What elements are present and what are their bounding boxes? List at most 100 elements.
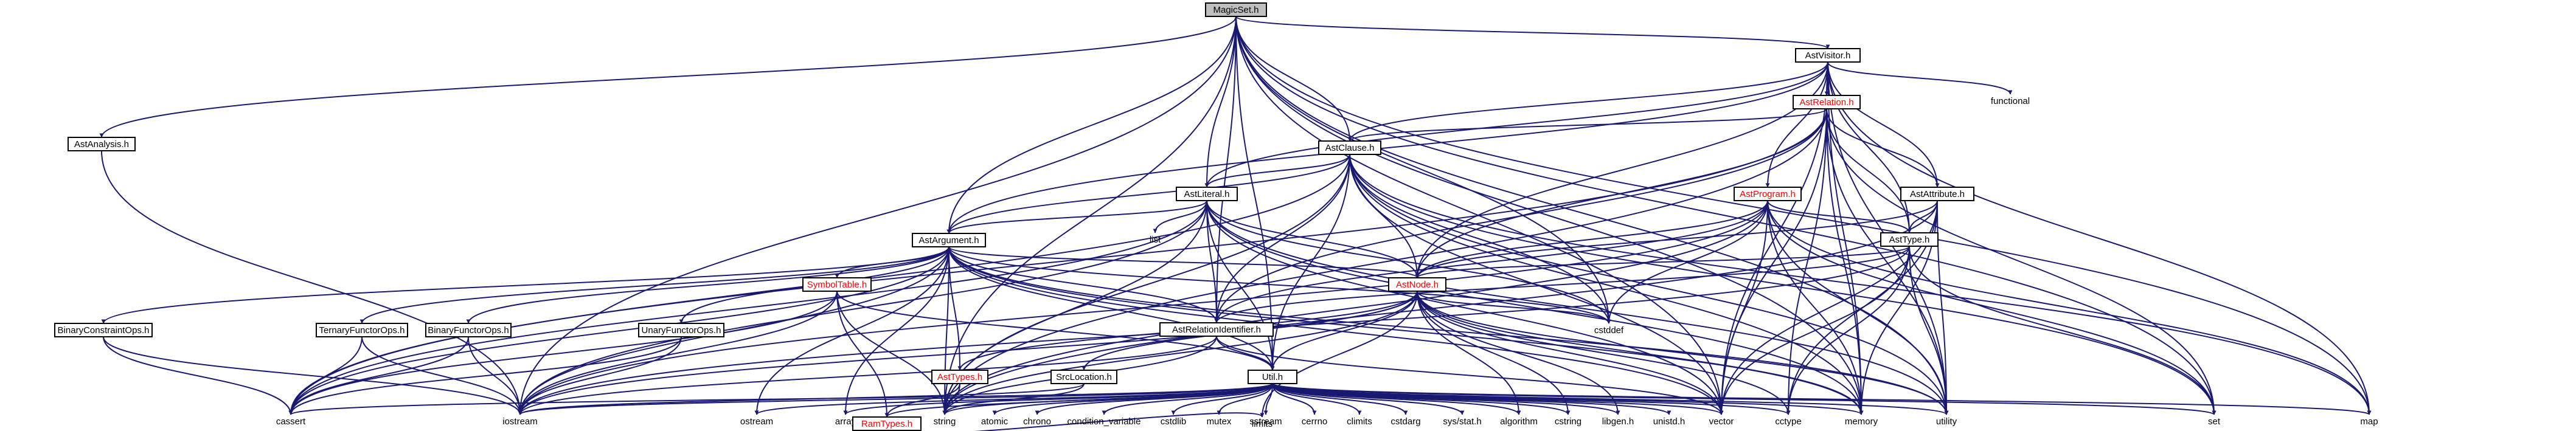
node-srclocation-h[interactable]: SrcLocation.h bbox=[1050, 370, 1117, 384]
edge-astrelation-to-astrelid bbox=[1214, 108, 1827, 323]
node-algorithm: algorithm bbox=[1500, 416, 1538, 427]
node-label-vector: vector bbox=[1709, 416, 1734, 427]
node-label-unaryfunctorops-h: UnaryFunctorOps.h bbox=[642, 325, 721, 336]
edge-astargument-to-utility bbox=[948, 246, 1949, 415]
edge-astargument-to-array bbox=[843, 246, 950, 415]
node-label-array: array bbox=[835, 416, 856, 427]
edge-astargument-to-util bbox=[948, 246, 1275, 371]
edge-asttype-to-astrelid bbox=[1214, 246, 1910, 323]
node-label-iostream: iostream bbox=[502, 416, 538, 427]
node-binaryfunctorops-h[interactable]: BinaryFunctorOps.h bbox=[425, 323, 512, 337]
edge-astargument-to-astnode bbox=[948, 246, 1420, 278]
node-label-atomic: atomic bbox=[981, 416, 1009, 427]
node-box-unaryfunctorops-h bbox=[638, 323, 724, 337]
node-label-util-h: Util.h bbox=[1262, 372, 1283, 382]
edge-astprogram-to-astnode bbox=[1415, 200, 1768, 278]
edge-astvisitor-to-vector bbox=[1719, 61, 1828, 415]
edge-symboltable-to-cassert bbox=[288, 291, 838, 415]
node-asttype-h[interactable]: AstType.h bbox=[1880, 232, 1939, 247]
edge-astclause-to-cstddef bbox=[1349, 154, 1611, 324]
node-label-astnode-h: AstNode.h bbox=[1396, 280, 1439, 290]
node-label-cstdarg: cstdarg bbox=[1390, 416, 1420, 427]
node-astclause-h[interactable]: AstClause.h bbox=[1318, 140, 1381, 155]
edge-util-to-sysstat bbox=[1272, 383, 1465, 415]
edge-unary-to-iostream bbox=[518, 336, 682, 415]
edge-magicset-to-util bbox=[1235, 16, 1275, 371]
edge-astargument-to-asttypes bbox=[948, 246, 962, 371]
node-astrelation-h[interactable]: AstRelation.h bbox=[1793, 95, 1861, 109]
node-astattribute-h[interactable]: AstAttribute.h bbox=[1900, 187, 1974, 201]
node-cerrno: cerrno bbox=[1302, 416, 1328, 427]
edge-astliteral-to-astrelid bbox=[1206, 200, 1219, 323]
node-unaryfunctorops-h[interactable]: UnaryFunctorOps.h bbox=[638, 323, 724, 337]
edge-util-to-cassert bbox=[288, 383, 1273, 415]
node-astliteral-h[interactable]: AstLiteral.h bbox=[1176, 187, 1238, 201]
node-astrelationidentifier-h[interactable]: AstRelationIdentifier.h bbox=[1159, 322, 1274, 337]
edge-astrelation-to-asttype bbox=[1826, 108, 1912, 233]
edge-astclause-to-memory bbox=[1349, 154, 1864, 415]
node-climits: climits bbox=[1347, 416, 1372, 427]
node-label-ostream: ostream bbox=[740, 416, 773, 427]
edge-astliteral-to-iostream bbox=[518, 200, 1207, 415]
node-ternaryfunctorops-h[interactable]: TernaryFunctorOps.h bbox=[316, 323, 408, 337]
edge-asttype-to-cctype bbox=[1786, 246, 1910, 415]
node-box-asttype-h bbox=[1880, 232, 1939, 247]
node-cassert: cassert bbox=[276, 416, 306, 427]
node-magicset-h[interactable]: MagicSet.h bbox=[1205, 2, 1267, 17]
edge-astrelation-to-cctype bbox=[1786, 108, 1827, 415]
edge-astanalysis-to-iostream bbox=[101, 150, 522, 415]
edge-asttypes-to-ramtypes bbox=[884, 383, 960, 418]
edge-util-to-cerrno bbox=[1272, 383, 1317, 415]
node-box-astliteral-h bbox=[1176, 187, 1238, 201]
node-box-astvisitor-h bbox=[1795, 48, 1861, 63]
node-label-astanalysis-h: AstAnalysis.h bbox=[74, 139, 129, 150]
node-binaryconstraintops-h[interactable]: BinaryConstraintOps.h bbox=[54, 323, 153, 337]
edge-symboltable-to-ramtypes bbox=[836, 291, 889, 418]
edge-astvisitor-to-functional bbox=[1827, 61, 2013, 95]
edge-astnode-to-vector bbox=[1417, 291, 1724, 415]
edge-astnode-to-cstring bbox=[1417, 291, 1571, 415]
node-array: array bbox=[835, 416, 856, 427]
edge-binconst-to-iostream bbox=[103, 336, 522, 415]
node-chrono: chrono bbox=[1023, 416, 1051, 427]
node-util-h[interactable]: Util.h bbox=[1248, 370, 1297, 384]
node-label-functional: functional bbox=[1991, 96, 2030, 106]
edge-magicset-to-astargument bbox=[946, 16, 1237, 234]
node-box-binaryconstraintops-h bbox=[54, 323, 153, 337]
edge-symboltable-to-string bbox=[836, 291, 947, 415]
edge-util-to-chrono bbox=[1035, 383, 1273, 415]
node-layer: MagicSet.h AstVisitor.h AstAnalysis.h AstRe… bbox=[54, 2, 2378, 431]
node-label-astrelationidentifier-h: AstRelationIdentifier.h bbox=[1172, 325, 1261, 335]
node-ramtypes-h[interactable]: RamTypes.h bbox=[852, 416, 922, 431]
edge-astliteral-to-cassert bbox=[288, 200, 1207, 415]
edge-astclause-to-set bbox=[1349, 154, 2217, 415]
node-astprogram-h[interactable]: AstProgram.h bbox=[1734, 187, 1802, 201]
edge-util-to-sstream bbox=[1263, 383, 1273, 415]
node-label-binaryconstraintops-h: BinaryConstraintOps.h bbox=[58, 325, 150, 336]
edge-astliteral-to-list bbox=[1153, 200, 1207, 233]
node-libgen-h: libgen.h bbox=[1602, 416, 1634, 427]
edge-astargument-to-astrelid bbox=[948, 246, 1219, 323]
node-box-srclocation-h bbox=[1050, 370, 1117, 384]
node-label-cstdlib: cstdlib bbox=[1161, 416, 1187, 427]
edge-astliteral-to-cstddef bbox=[1206, 200, 1611, 324]
node-cstdarg: cstdarg bbox=[1390, 416, 1420, 427]
edge-astprogram-to-cstddef bbox=[1606, 200, 1768, 324]
node-label-astargument-h: AstArgument.h bbox=[918, 235, 979, 246]
node-string: string bbox=[934, 416, 956, 427]
node-cstddef: cstddef bbox=[1594, 325, 1624, 336]
node-astvisitor-h[interactable]: AstVisitor.h bbox=[1795, 48, 1861, 63]
node-asttypes-h[interactable]: AstTypes.h bbox=[931, 370, 988, 384]
edge-astnode-to-utility bbox=[1417, 291, 1949, 415]
edge-astattribute-to-astnode bbox=[1415, 200, 1938, 278]
node-astnode-h[interactable]: AstNode.h bbox=[1388, 277, 1446, 292]
node-astargument-h[interactable]: AstArgument.h bbox=[912, 233, 986, 247]
edge-astprogram-to-utility bbox=[1767, 200, 1949, 415]
edge-astnode-to-iostream bbox=[518, 291, 1418, 415]
node-set: set bbox=[2208, 416, 2221, 427]
node-symboltable-h[interactable]: SymbolTable.h bbox=[802, 277, 872, 292]
edge-astnode-to-util bbox=[1270, 291, 1418, 371]
edge-astprogram-to-set bbox=[1767, 200, 2217, 415]
node-astanalysis-h[interactable]: AstAnalysis.h bbox=[68, 137, 136, 151]
